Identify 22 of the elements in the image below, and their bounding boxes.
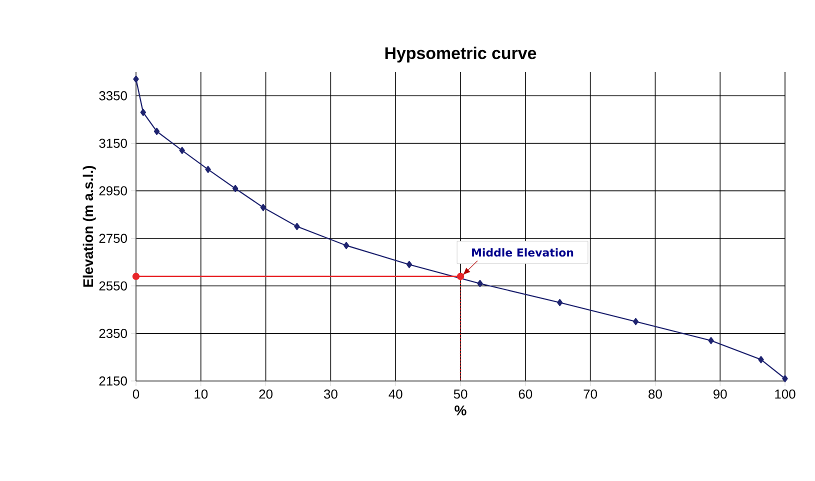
x-tick-label: 10	[194, 390, 208, 399]
x-axis-title: %	[454, 406, 466, 416]
y-tick-label: 2750	[99, 234, 127, 243]
y-tick-label: 2350	[99, 328, 127, 338]
x-tick-label: 0	[132, 390, 140, 399]
annotation: Middle Elevation	[472, 248, 574, 257]
x-tick-label: 70	[584, 390, 598, 399]
y-axis-title: Elevation (m a.s.l.)	[82, 166, 96, 287]
x-tick-label: 90	[714, 390, 727, 399]
x-tick-label: 80	[648, 390, 662, 399]
x-tick-label: 20	[259, 390, 273, 399]
y-tick-label: 2150	[99, 376, 127, 386]
y-tick-label: 3150	[99, 138, 127, 148]
x-tick-label: 30	[324, 390, 338, 399]
x-tick-label: 60	[518, 390, 532, 399]
y-tick-label: 2950	[99, 186, 127, 196]
chart-title: Hypsometric curve	[385, 46, 536, 62]
x-tick-label: 40	[388, 390, 402, 399]
x-tick-label: 100	[775, 390, 796, 399]
x-tick-label: 50	[454, 390, 468, 399]
y-tick-label: 3350	[99, 91, 127, 100]
y-tick-label: 2550	[99, 281, 127, 290]
